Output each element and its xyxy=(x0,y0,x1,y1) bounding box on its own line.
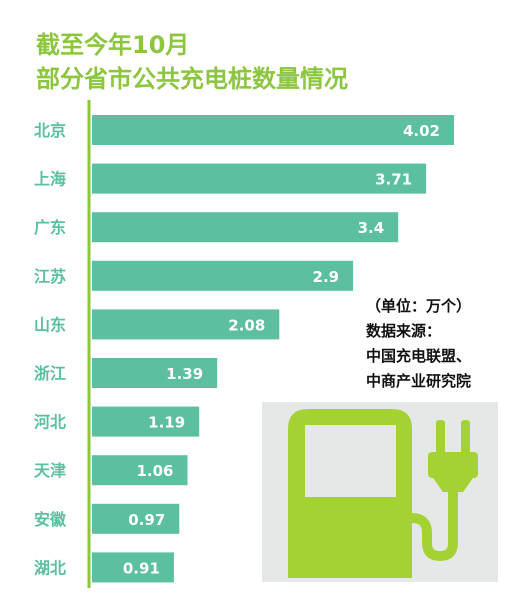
chart-title-block: 截至今年10月 部分省市公共充电桩数量情况 xyxy=(36,28,348,96)
unit-note: （单位：万个） xyxy=(366,297,472,315)
bar-5 xyxy=(92,358,218,388)
category-label-0: 北京 xyxy=(34,121,66,140)
bar-6 xyxy=(92,406,200,437)
source-line-1: 中国充电联盟、 xyxy=(366,347,472,365)
category-label-7: 天津 xyxy=(34,461,66,480)
category-label-3: 江苏 xyxy=(34,267,66,286)
value-label-9: 0.91 xyxy=(123,559,160,577)
chart-subtitle: 部分省市公共充电桩数量情况 xyxy=(36,65,348,93)
value-label-4: 2.08 xyxy=(228,316,265,334)
bar-2 xyxy=(92,212,399,243)
value-label-1: 3.71 xyxy=(375,171,412,189)
category-label-9: 湖北 xyxy=(34,558,66,577)
category-label-5: 浙江 xyxy=(34,364,66,383)
value-label-6: 1.19 xyxy=(148,414,185,432)
category-label-8: 安徽 xyxy=(34,510,67,529)
value-label-0: 4.02 xyxy=(403,122,440,140)
value-label-3: 2.9 xyxy=(313,268,340,286)
category-label-4: 山东 xyxy=(34,315,66,334)
source-line-2: 中商产业研究院 xyxy=(366,372,472,390)
bars-group: 北京 4.02 上海 3.71 广东 3.4 江苏 2.9 山东 2.08 浙江 1.39 河北 1.19… xyxy=(34,115,454,583)
chart-title: 截至今年10月 xyxy=(36,31,190,59)
bar-9 xyxy=(92,552,174,583)
source-note: （单位：万个） 数据来源： 中国充电联盟、 中商产业研究院 xyxy=(366,294,471,394)
bar-0 xyxy=(92,115,454,145)
bar-8 xyxy=(92,503,180,534)
value-label-8: 0.97 xyxy=(128,511,165,529)
bar-1 xyxy=(92,163,427,194)
source-label: 数据来源： xyxy=(366,322,442,340)
bar-7 xyxy=(92,455,188,486)
bar-4 xyxy=(92,309,280,340)
value-label-5: 1.39 xyxy=(166,365,203,383)
category-label-1: 上海 xyxy=(34,170,66,189)
value-label-7: 1.06 xyxy=(136,462,173,480)
category-label-2: 广东 xyxy=(34,218,66,237)
category-label-6: 河北 xyxy=(34,413,66,432)
value-label-2: 3.4 xyxy=(358,219,385,237)
ev-charging-station-icon xyxy=(288,409,478,578)
bar-3 xyxy=(92,260,354,291)
